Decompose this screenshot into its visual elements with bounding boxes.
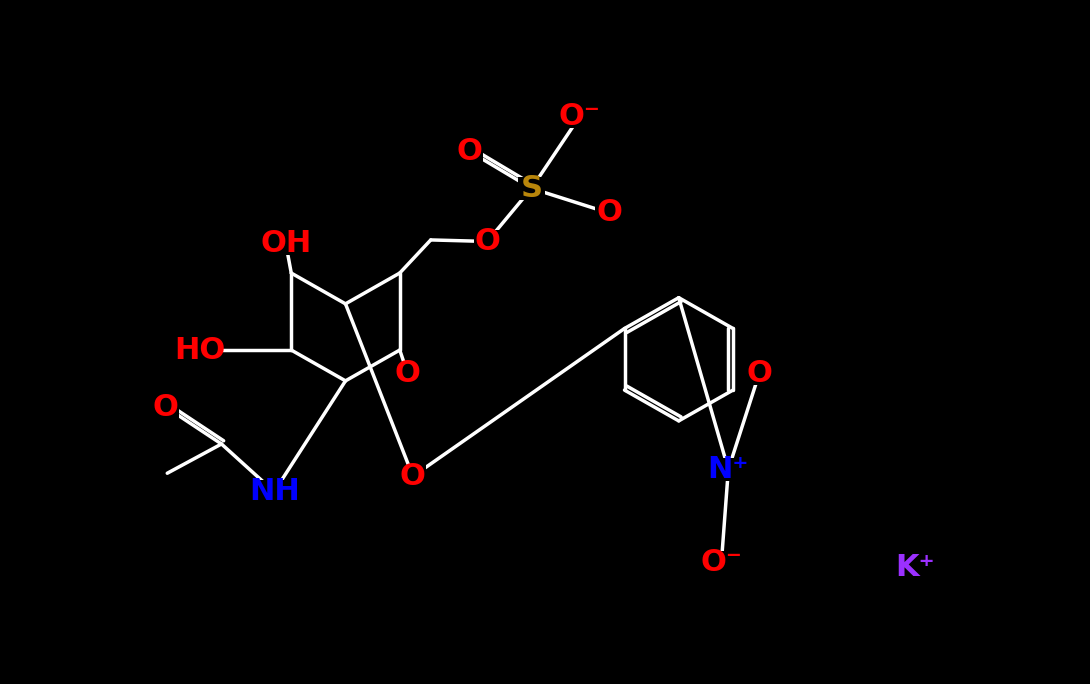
Text: N⁺: N⁺	[707, 455, 749, 484]
FancyBboxPatch shape	[252, 480, 296, 503]
FancyBboxPatch shape	[595, 201, 622, 224]
FancyBboxPatch shape	[707, 551, 735, 574]
FancyBboxPatch shape	[474, 230, 501, 253]
FancyBboxPatch shape	[393, 362, 421, 384]
FancyBboxPatch shape	[518, 176, 545, 200]
Text: O: O	[457, 137, 483, 166]
Text: OH: OH	[261, 229, 312, 259]
FancyBboxPatch shape	[456, 140, 483, 163]
FancyBboxPatch shape	[901, 555, 929, 579]
FancyBboxPatch shape	[746, 362, 773, 384]
Text: HO: HO	[174, 336, 226, 365]
FancyBboxPatch shape	[566, 105, 593, 129]
FancyBboxPatch shape	[715, 458, 742, 481]
Text: O: O	[395, 358, 421, 388]
Text: O: O	[596, 198, 622, 228]
FancyBboxPatch shape	[178, 339, 222, 362]
FancyBboxPatch shape	[264, 233, 307, 255]
Text: NH: NH	[249, 477, 300, 506]
FancyBboxPatch shape	[153, 395, 179, 419]
Text: S: S	[521, 174, 543, 203]
Text: K⁺: K⁺	[895, 553, 935, 581]
Text: O⁻: O⁻	[558, 102, 601, 131]
Text: O: O	[400, 462, 426, 491]
Text: O: O	[747, 358, 773, 388]
FancyBboxPatch shape	[399, 464, 426, 488]
Text: O: O	[153, 393, 179, 421]
Text: O: O	[474, 227, 500, 256]
Text: O⁻: O⁻	[701, 548, 742, 577]
